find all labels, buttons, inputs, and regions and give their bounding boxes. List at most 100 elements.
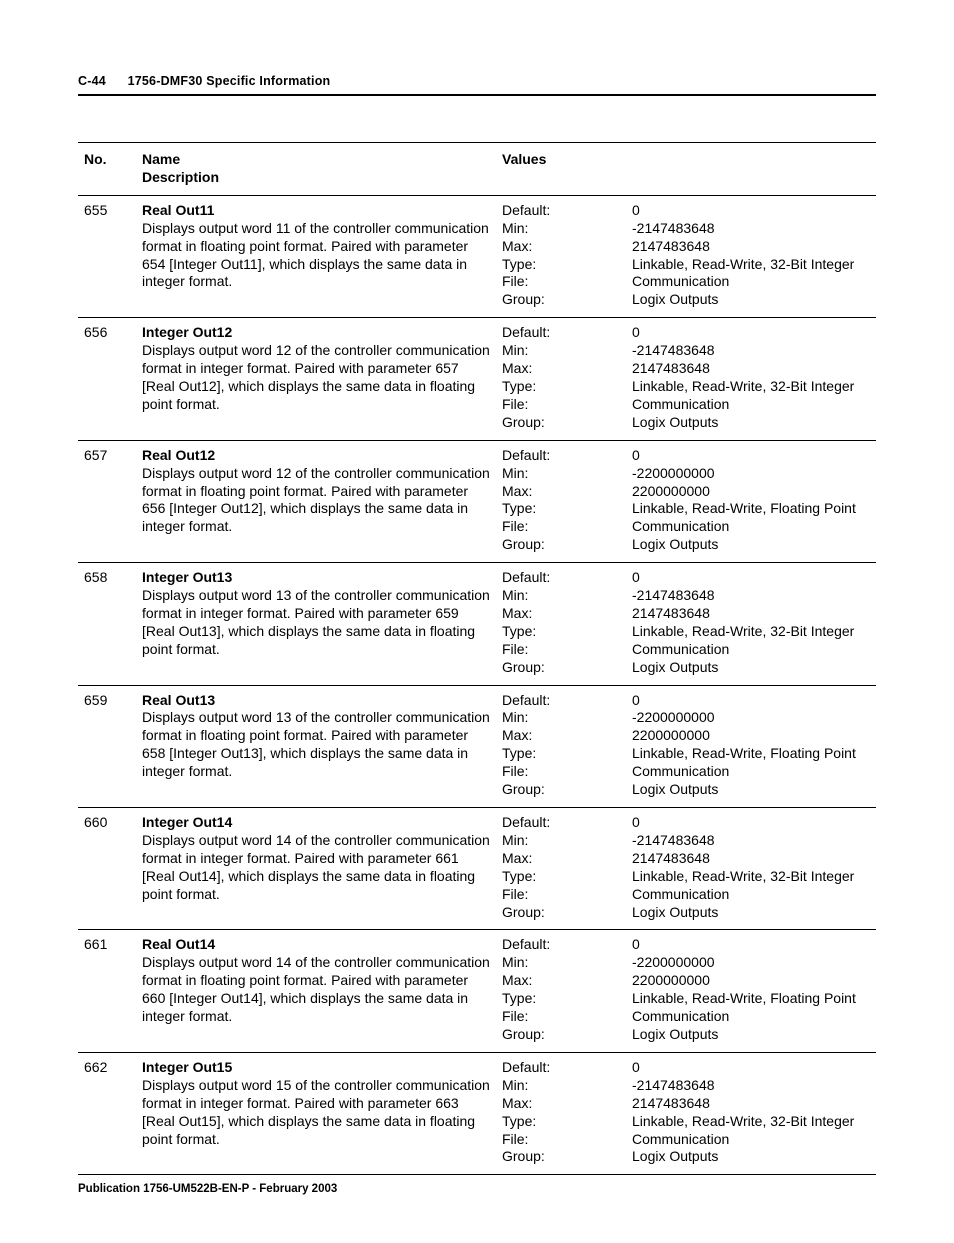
cell-no: 656 (78, 318, 136, 440)
value-label: Type: (502, 990, 620, 1008)
value-label: Type: (502, 1113, 620, 1131)
value-label: Min: (502, 465, 620, 483)
value-label: Min: (502, 832, 620, 850)
value-data: Communication (632, 518, 870, 536)
value-label: File: (502, 518, 620, 536)
value-label: Default: (502, 936, 620, 954)
cell-value-labels: Default:Min:Max:Type:File:Group: (496, 808, 626, 930)
cell-value-data: 0-21474836482147483648Linkable, Read-Wri… (626, 563, 876, 685)
value-label: Type: (502, 378, 620, 396)
value-data: Logix Outputs (632, 291, 870, 309)
cell-value-labels: Default:Min:Max:Type:File:Group: (496, 1052, 626, 1174)
cell-value-data: 0-21474836482147483648Linkable, Read-Wri… (626, 195, 876, 317)
table-row: 662Integer Out15Displays output word 15 … (78, 1052, 876, 1174)
value-data: Logix Outputs (632, 1026, 870, 1044)
cell-name-description: Integer Out14Displays output word 14 of … (136, 808, 496, 930)
value-label: Max: (502, 727, 620, 745)
cell-value-data: 0-22000000002200000000Linkable, Read-Wri… (626, 930, 876, 1052)
value-label: Type: (502, 623, 620, 641)
cell-name-description: Real Out11 Displays output word 11 of the… (136, 195, 496, 317)
value-data: Logix Outputs (632, 904, 870, 922)
param-name: Real Out14 (142, 936, 215, 952)
value-label: Group: (502, 1026, 620, 1044)
param-description: Displays output word 12 of the controlle… (142, 342, 490, 412)
value-data: Logix Outputs (632, 659, 870, 677)
running-header: C-44 1756-DMF30 Specific Information (78, 74, 876, 96)
col-name: Name Description (136, 143, 496, 196)
param-name: Integer Out13 (142, 569, 232, 585)
value-data: 2200000000 (632, 727, 870, 745)
value-label: Group: (502, 781, 620, 799)
value-label: Default: (502, 1059, 620, 1077)
value-data: -2200000000 (632, 709, 870, 727)
param-name: Real Out11 (142, 202, 214, 218)
value-label: Group: (502, 659, 620, 677)
cell-name-description: Real Out12Displays output word 12 of the… (136, 440, 496, 562)
value-label: Min: (502, 954, 620, 972)
value-data: Logix Outputs (632, 414, 870, 432)
param-description: Displays output word 11 of the controlle… (142, 220, 489, 290)
value-data: Linkable, Read-Write, 32-Bit Integer (632, 378, 870, 396)
value-label: Default: (502, 692, 620, 710)
value-label: Max: (502, 483, 620, 501)
cell-name-description: Integer Out15Displays output word 15 of … (136, 1052, 496, 1174)
value-data: Communication (632, 641, 870, 659)
value-data: 2147483648 (632, 238, 870, 256)
cell-value-labels: Default:Min:Max:Type:File:Group: (496, 195, 626, 317)
cell-name-description: Integer Out12 Displays output word 12 of … (136, 318, 496, 440)
cell-name-description: Real Out14Displays output word 14 of the… (136, 930, 496, 1052)
cell-value-labels: Default:Min:Max:Type:File:Group: (496, 318, 626, 440)
col-values: Values (496, 143, 876, 196)
value-data: Communication (632, 273, 870, 291)
value-label: Group: (502, 291, 620, 309)
cell-no: 658 (78, 563, 136, 685)
col-name-line2: Description (142, 169, 490, 187)
cell-value-data: 0-21474836482147483648Linkable, Read-Wri… (626, 1052, 876, 1174)
table-body: 655 Real Out11 Displays output word 11 of … (78, 195, 876, 1175)
value-data: 2147483648 (632, 1095, 870, 1113)
value-data: 0 (632, 202, 870, 220)
cell-value-labels: Default:Min:Max:Type:File:Group: (496, 930, 626, 1052)
value-label: File: (502, 1131, 620, 1149)
value-data: Linkable, Read-Write, 32-Bit Integer (632, 868, 870, 886)
value-data: Linkable, Read-Write, Floating Point (632, 990, 870, 1008)
value-data: Logix Outputs (632, 536, 870, 554)
value-data: Logix Outputs (632, 1148, 870, 1166)
value-data: -2147483648 (632, 220, 870, 238)
value-data: Communication (632, 1008, 870, 1026)
value-label: Type: (502, 256, 620, 274)
value-data: Linkable, Read-Write, Floating Point (632, 500, 870, 518)
param-description: Displays output word 13 of the controlle… (142, 587, 490, 657)
value-label: Max: (502, 238, 620, 256)
value-data: Linkable, Read-Write, 32-Bit Integer (632, 256, 870, 274)
value-label: Min: (502, 342, 620, 360)
value-data: Communication (632, 396, 870, 414)
table-row: 656 Integer Out12 Displays output word 12 … (78, 318, 876, 440)
value-label: Default: (502, 569, 620, 587)
value-label: File: (502, 396, 620, 414)
value-label: Min: (502, 220, 620, 238)
value-label: File: (502, 273, 620, 291)
param-description: Displays output word 15 of the controlle… (142, 1077, 490, 1147)
value-data: 0 (632, 324, 870, 342)
cell-name-description: Integer Out13 Displays output word 13 of … (136, 563, 496, 685)
value-label: Default: (502, 324, 620, 342)
value-data: Communication (632, 886, 870, 904)
value-data: 2200000000 (632, 483, 870, 501)
col-no: No. (78, 143, 136, 196)
value-data: 0 (632, 569, 870, 587)
table-row: 660Integer Out14Displays output word 14 … (78, 808, 876, 930)
param-description: Displays output word 14 of the controlle… (142, 832, 490, 902)
value-label: Type: (502, 868, 620, 886)
cell-value-data: 0-22000000002200000000Linkable, Read-Wri… (626, 685, 876, 807)
cell-no: 661 (78, 930, 136, 1052)
value-label: Max: (502, 605, 620, 623)
value-data: 0 (632, 814, 870, 832)
value-data: 2147483648 (632, 605, 870, 623)
value-label: Default: (502, 447, 620, 465)
param-name: Integer Out12 (142, 324, 232, 340)
value-data: 0 (632, 936, 870, 954)
value-label: Type: (502, 745, 620, 763)
value-label: Max: (502, 972, 620, 990)
cell-no: 655 (78, 195, 136, 317)
